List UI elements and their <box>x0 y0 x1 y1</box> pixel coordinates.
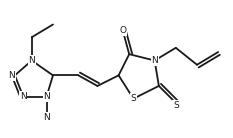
Text: S: S <box>173 100 179 110</box>
Text: S: S <box>130 94 136 103</box>
Text: N: N <box>8 71 15 80</box>
Text: N: N <box>43 113 50 122</box>
Text: N: N <box>151 56 158 65</box>
Text: O: O <box>119 26 126 35</box>
Text: N: N <box>43 92 50 101</box>
Text: N: N <box>28 56 35 65</box>
Text: N: N <box>20 92 27 101</box>
